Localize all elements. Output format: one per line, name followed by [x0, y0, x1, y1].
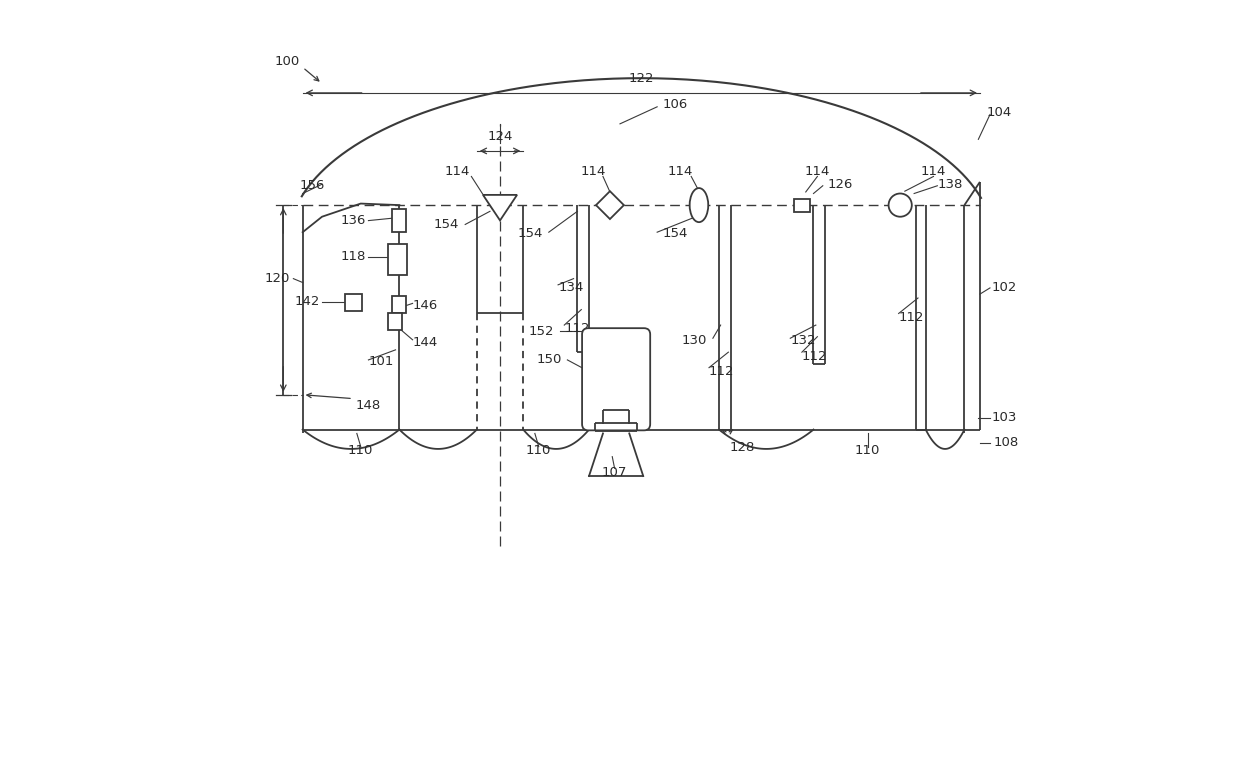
- Text: 142: 142: [294, 296, 320, 308]
- Text: 138: 138: [937, 178, 962, 190]
- Text: 152: 152: [528, 325, 554, 337]
- Text: 110: 110: [348, 444, 373, 457]
- Text: 110: 110: [856, 444, 880, 457]
- Bar: [345, 294, 362, 311]
- Text: 148: 148: [356, 399, 381, 412]
- Circle shape: [889, 194, 911, 217]
- Text: 114: 114: [445, 166, 470, 178]
- Text: 124: 124: [487, 131, 512, 143]
- Text: 156: 156: [299, 180, 325, 192]
- Text: 112: 112: [802, 350, 827, 362]
- Text: 154: 154: [662, 228, 688, 240]
- Text: 112: 112: [709, 365, 734, 378]
- Text: 114: 114: [805, 166, 830, 178]
- Ellipse shape: [689, 188, 708, 222]
- Text: 126: 126: [827, 178, 853, 190]
- Polygon shape: [484, 195, 517, 221]
- Text: 154: 154: [434, 218, 459, 231]
- Text: 120: 120: [265, 272, 290, 285]
- Text: 114: 114: [580, 166, 605, 178]
- Text: 134: 134: [558, 282, 584, 294]
- Text: 104: 104: [987, 106, 1012, 118]
- Text: 144: 144: [413, 336, 438, 348]
- Text: 102: 102: [992, 282, 1017, 294]
- Text: 118: 118: [341, 251, 366, 263]
- Text: 146: 146: [413, 300, 438, 312]
- Text: 114: 114: [667, 166, 693, 178]
- Bar: [392, 296, 405, 313]
- FancyBboxPatch shape: [582, 328, 650, 430]
- Polygon shape: [596, 191, 624, 219]
- Text: 114: 114: [921, 166, 946, 178]
- Text: 106: 106: [662, 98, 688, 111]
- Text: 112: 112: [899, 311, 924, 324]
- Text: 154: 154: [517, 228, 543, 240]
- Text: 110: 110: [526, 444, 552, 457]
- Text: 136: 136: [341, 214, 366, 227]
- Bar: [388, 244, 407, 275]
- Text: 150: 150: [537, 354, 562, 366]
- Text: 100: 100: [274, 56, 300, 68]
- Bar: [392, 209, 405, 232]
- Text: 112: 112: [564, 323, 590, 335]
- Text: 132: 132: [790, 334, 816, 347]
- Text: 107: 107: [601, 466, 627, 478]
- Text: 130: 130: [681, 334, 707, 347]
- Text: 128: 128: [729, 441, 755, 454]
- Bar: [794, 198, 810, 211]
- Text: 108: 108: [993, 437, 1018, 449]
- Bar: [388, 313, 402, 330]
- Text: 122: 122: [629, 73, 653, 85]
- Text: 101: 101: [368, 355, 394, 368]
- Text: 103: 103: [992, 412, 1017, 424]
